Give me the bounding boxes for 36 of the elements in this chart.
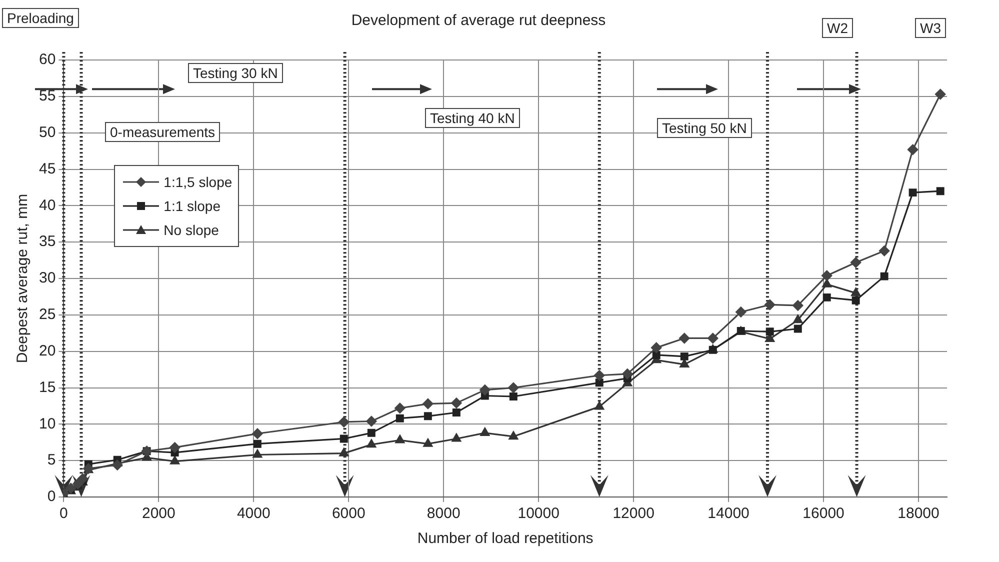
text: Preloading [2,8,79,28]
text: W3 [915,18,946,38]
x-tick-label: 4000 [236,505,270,522]
y-tick-label: 35 [38,233,56,250]
x-tick-label: 0 [60,505,68,522]
legend-label: No slope [164,222,219,238]
y-axis-title: Deepest average rut, mm [14,194,32,364]
annotation: Testing 50 kN [657,118,752,138]
y-tick-label: 10 [38,415,56,432]
x-tick-label: 16000 [802,505,844,522]
x-tick-label: 18000 [898,505,940,522]
x-tick-label: 10000 [518,505,560,522]
annotation: 0-measurements [105,122,220,142]
y-tick-label: 5 [47,452,56,469]
y-tick-label: 25 [38,306,56,324]
x-tick-label: 6000 [332,505,366,522]
y-tick-label: 40 [38,196,56,214]
legend-label: 1:1,5 slope [164,174,232,190]
x-tick-label: 14000 [708,505,750,522]
x-tick-label: 12000 [612,505,654,522]
x-axis-title: Number of load repetitions [417,530,594,548]
text: W2 [822,18,853,38]
y-tick-label: 60 [38,51,56,68]
legend-label: 1:1 slope [164,198,220,214]
x-tick-label: 2000 [142,505,176,522]
annotation: Testing 40 kN [425,108,520,128]
y-tick-label: 55 [38,88,56,105]
chart-title: Development of average rut deepness [351,12,606,30]
y-tick-label: 30 [38,270,56,287]
y-tick-label: 45 [38,160,56,178]
y-tick-label: 50 [38,124,56,141]
y-tick-label: 20 [38,342,56,360]
y-tick-label: 0 [47,488,56,506]
y-tick-label: 15 [38,378,56,396]
annotation: Testing 30 kN [188,63,283,83]
x-tick-label: 8000 [426,505,460,522]
